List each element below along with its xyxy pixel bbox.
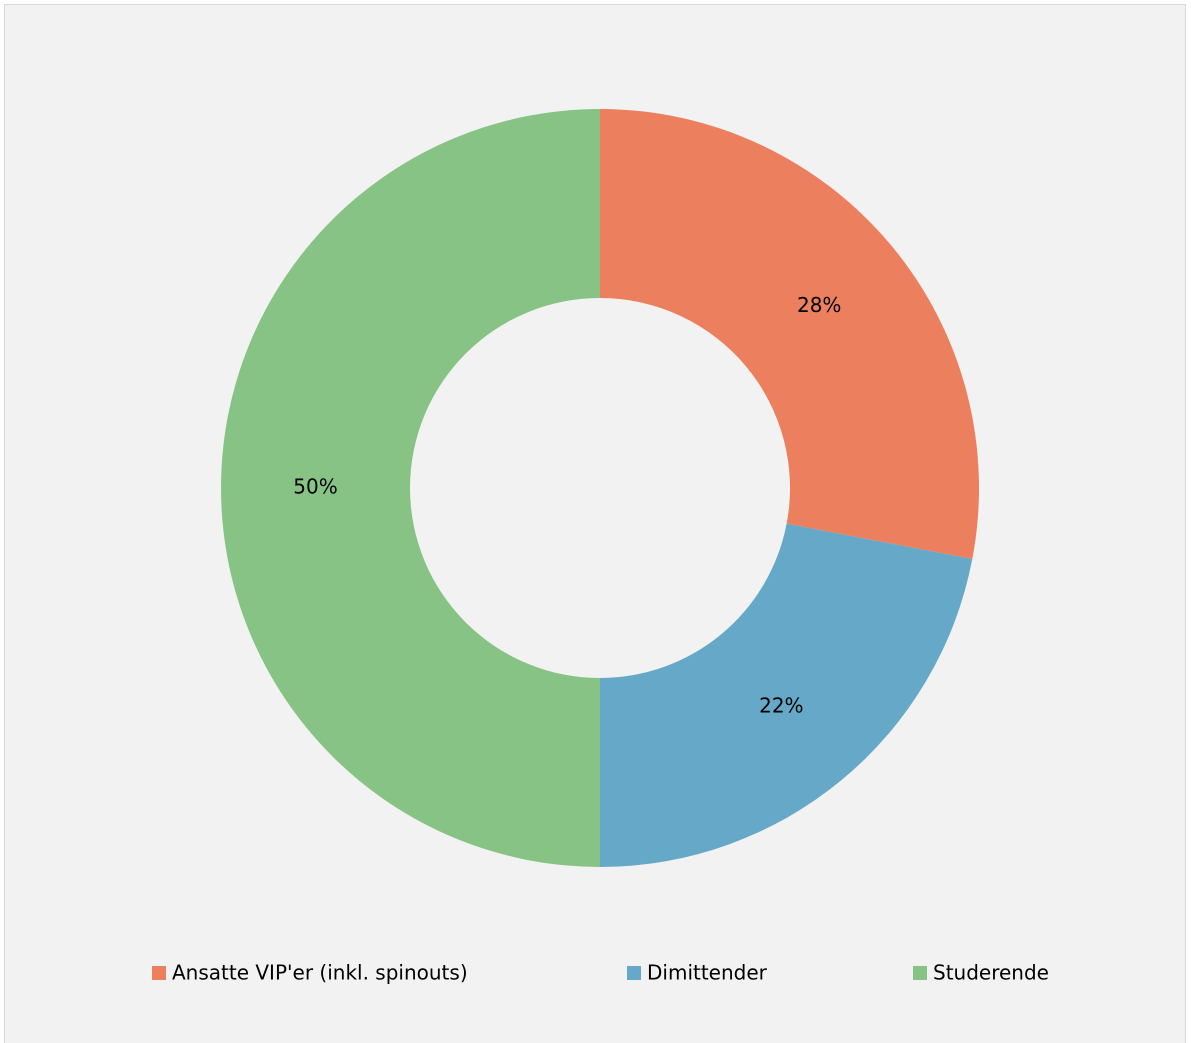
data-label: 50%	[293, 475, 337, 499]
legend-label: Studerende	[933, 961, 1049, 985]
data-label: 22%	[759, 694, 803, 718]
data-label: 28%	[797, 293, 841, 317]
donut-slice	[221, 109, 600, 867]
legend-swatch	[627, 966, 641, 980]
legend-swatch	[152, 966, 166, 980]
donut-slice	[600, 523, 973, 868]
legend-label: Ansatte VIP'er (inkl. spinouts)	[172, 961, 468, 985]
donut-slice	[600, 109, 979, 560]
legend-swatch	[913, 966, 927, 980]
legend-label: Dimittender	[647, 961, 768, 985]
